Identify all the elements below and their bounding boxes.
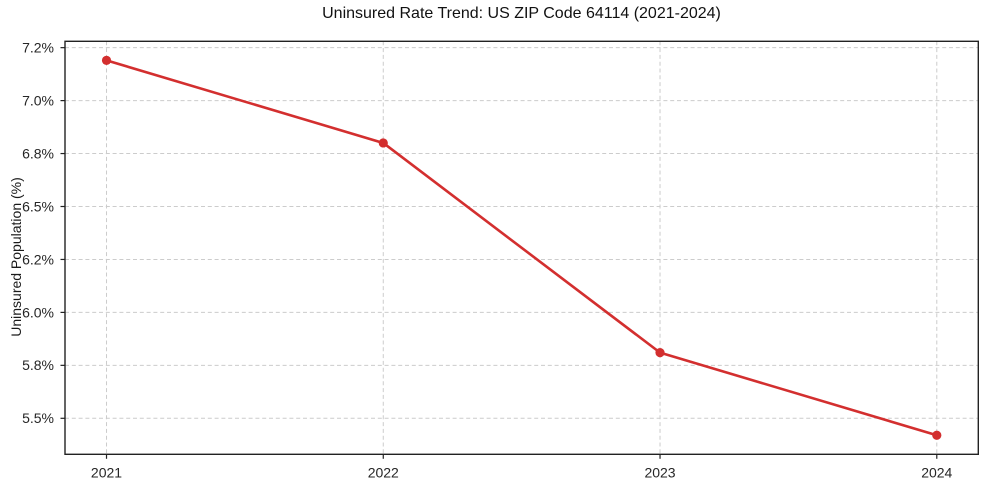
y-axis-tick-label: 7.0% xyxy=(22,93,54,109)
y-axis-tick-label: 6.5% xyxy=(22,198,54,214)
y-axis-tick-label: 7.2% xyxy=(22,40,54,56)
y-axis-tick-label: 5.8% xyxy=(22,357,54,373)
plot-area-border xyxy=(64,40,979,455)
x-axis-tick-label: 2024 xyxy=(921,465,952,481)
data-point-2024 xyxy=(932,430,942,440)
x-axis-tick-label: 2021 xyxy=(91,465,122,481)
trend-line xyxy=(106,59,938,437)
x-axis-tick-label: 2022 xyxy=(368,465,399,481)
y-axis-tick-label: 6.8% xyxy=(22,145,54,161)
data-point-2023 xyxy=(655,348,665,358)
chart-title: Uninsured Rate Trend: US ZIP Code 64114 … xyxy=(322,5,721,22)
y-axis-tick-label: 5.5% xyxy=(22,410,54,426)
y-axis-tick-label: 6.0% xyxy=(22,304,54,320)
data-point-2022 xyxy=(378,138,388,148)
data-point-2021 xyxy=(101,55,112,65)
x-axis-tick-label: 2023 xyxy=(644,465,675,481)
y-axis-tick-label: 6.2% xyxy=(22,251,54,267)
